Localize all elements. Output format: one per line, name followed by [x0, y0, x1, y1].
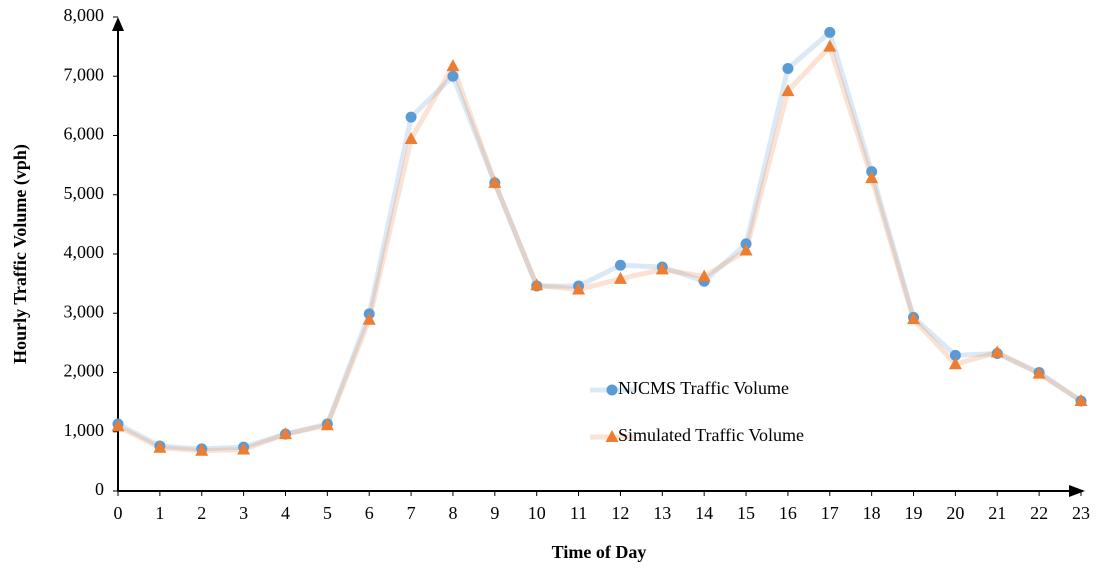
x-tick-label: 8	[448, 503, 457, 523]
y-tick-label: 6,000	[64, 124, 105, 144]
x-tick-label: 14	[695, 503, 713, 523]
data-point	[614, 259, 626, 271]
x-tick-label: 2	[197, 503, 206, 523]
x-tick-label: 4	[281, 503, 290, 523]
data-point	[237, 442, 251, 455]
y-tick-label: 8,000	[64, 5, 105, 25]
x-axis-title: Time of Day	[552, 542, 647, 562]
y-tick-label: 2,000	[64, 361, 105, 381]
y-axis-title: Hourly Traffic Volume (vph)	[10, 144, 31, 364]
legend-marker	[605, 430, 619, 442]
data-point	[613, 271, 627, 284]
data-point	[990, 345, 1004, 358]
data-point	[447, 70, 459, 82]
y-tick-label: 0	[95, 479, 104, 499]
x-tick-label: 10	[528, 503, 546, 523]
data-point	[865, 171, 879, 184]
data-point	[697, 269, 711, 282]
data-point	[824, 26, 836, 38]
data-point	[404, 132, 418, 145]
x-tick-label: 1	[155, 503, 164, 523]
series-line	[116, 29, 1083, 452]
x-tick-label: 12	[611, 503, 629, 523]
data-point	[153, 440, 167, 453]
data-point	[781, 84, 795, 97]
data-point	[949, 349, 961, 361]
data-point	[572, 282, 586, 295]
x-tick-label: 23	[1072, 503, 1090, 523]
data-point	[195, 443, 209, 456]
y-tick-label: 3,000	[64, 301, 105, 321]
data-point	[1032, 366, 1046, 379]
x-tick-label: 6	[365, 503, 374, 523]
data-point	[530, 278, 544, 291]
legend-label: Simulated Traffic Volume	[618, 425, 804, 445]
data-point	[1074, 393, 1088, 406]
data-point	[320, 418, 334, 431]
data-point	[111, 419, 125, 432]
x-tick-label: 0	[114, 503, 123, 523]
data-point	[907, 312, 921, 325]
data-point	[782, 63, 794, 75]
x-axis-arrow	[1069, 485, 1085, 497]
y-axis-arrow	[112, 17, 124, 31]
y-tick-label: 5,000	[64, 183, 105, 203]
x-tick-label: 22	[1030, 503, 1048, 523]
legend-label: NJCMS Traffic Volume	[618, 378, 789, 398]
x-tick-label: 17	[821, 503, 839, 523]
y-tick-label: 1,000	[64, 420, 105, 440]
data-point	[362, 312, 376, 325]
x-tick-label: 19	[905, 503, 923, 523]
data-point	[823, 39, 837, 52]
x-tick-label: 20	[946, 503, 964, 523]
data-point	[446, 59, 460, 72]
data-point	[739, 243, 753, 256]
legend-marker	[606, 384, 618, 396]
x-tick-label: 13	[653, 503, 671, 523]
x-tick-label: 11	[570, 503, 587, 523]
data-point	[655, 262, 669, 275]
x-tick-label: 15	[737, 503, 755, 523]
x-tick-label: 16	[779, 503, 797, 523]
series-line	[116, 44, 1083, 454]
data-point	[405, 111, 417, 123]
data-point	[488, 175, 502, 188]
y-tick-label: 4,000	[64, 242, 105, 262]
x-tick-label: 5	[323, 503, 332, 523]
x-tick-label: 7	[407, 503, 416, 523]
x-tick-label: 21	[988, 503, 1006, 523]
x-tick-label: 9	[490, 503, 499, 523]
x-tick-label: 3	[239, 503, 248, 523]
data-point	[278, 427, 292, 440]
x-tick-label: 18	[863, 503, 881, 523]
y-tick-label: 7,000	[64, 64, 105, 84]
data-point	[948, 357, 962, 370]
